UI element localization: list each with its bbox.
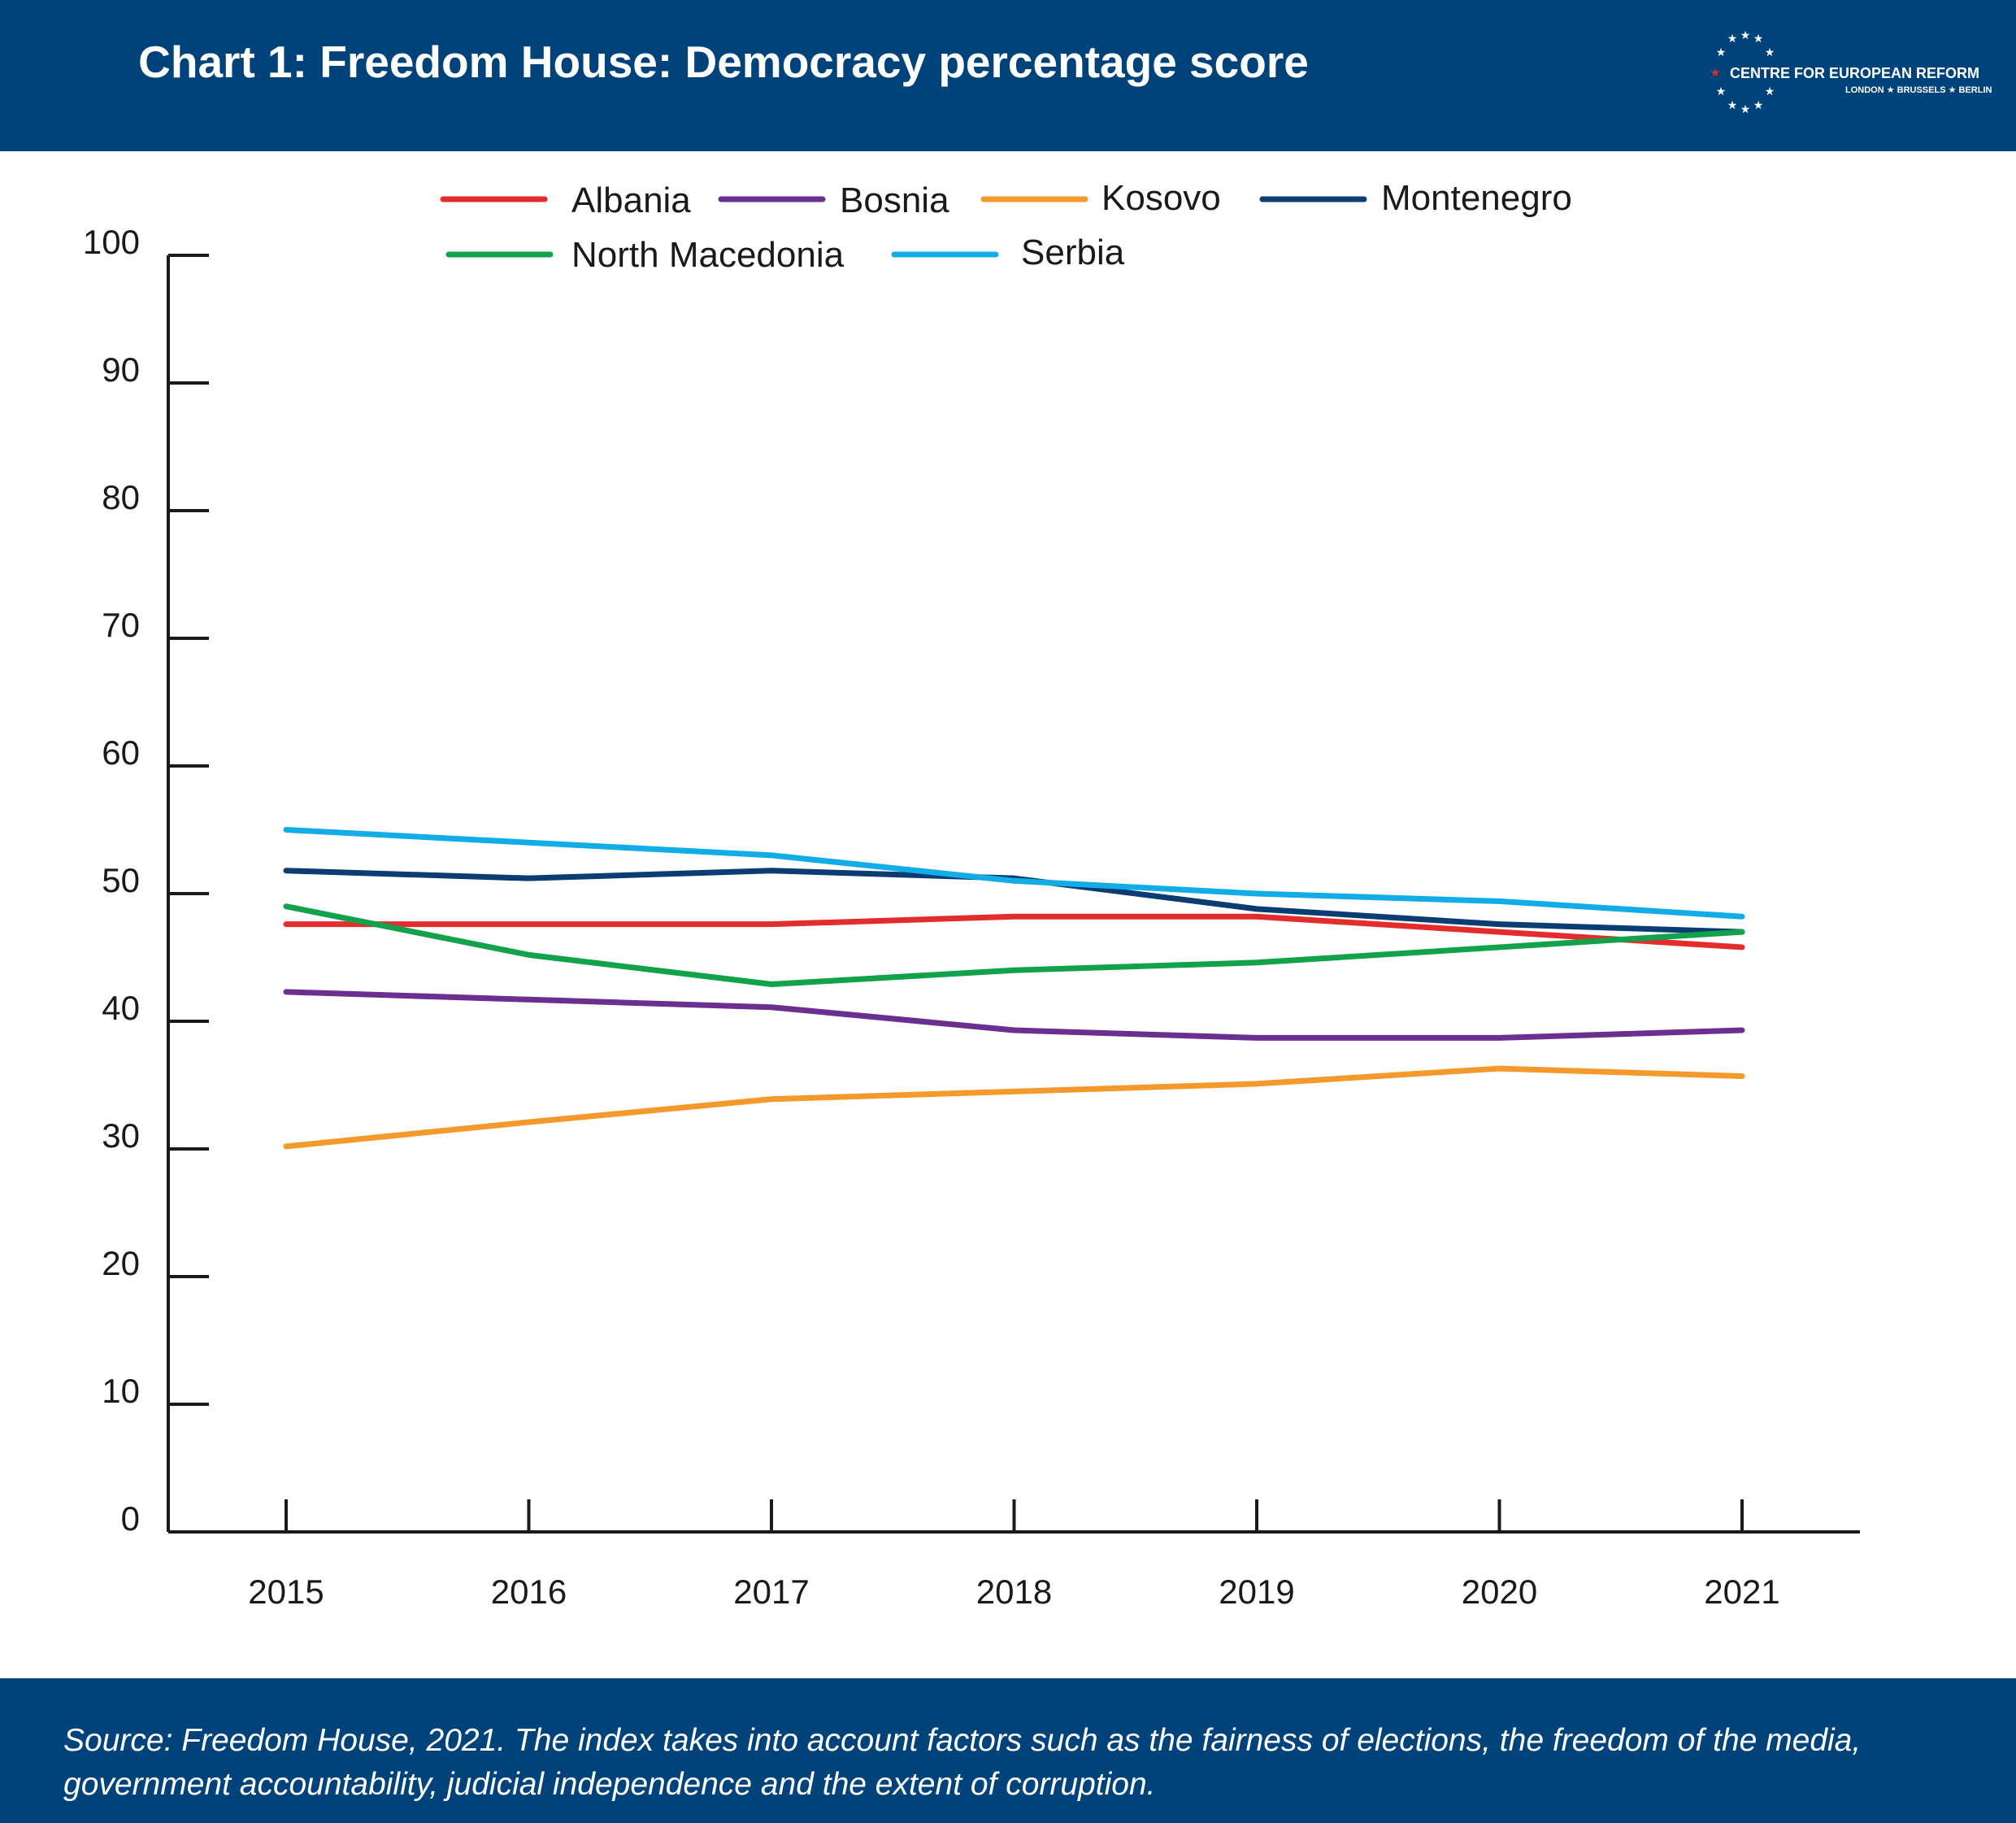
cer-logo: ★ ★ ★ ★ ★ ★ ★ ★ ★ ★ ★ CENTRE FOR EUROPEA… (1707, 29, 1992, 120)
x-tick-label: 2020 (1462, 1573, 1537, 1611)
svg-text:★: ★ (1716, 46, 1727, 59)
y-tick-label: 20 (102, 1244, 140, 1282)
series-line-albania (283, 913, 1745, 951)
series-line-bosnia (283, 989, 1745, 1041)
y-tick-label: 40 (102, 989, 140, 1027)
x-tick-label: 2021 (1704, 1573, 1779, 1611)
legend-label-north-macedonia: North Macedonia (571, 235, 845, 275)
series-line-kosovo (283, 1065, 1745, 1150)
chart-header: Chart 1: Freedom House: Democracy percen… (0, 0, 2016, 151)
svg-text:★: ★ (1753, 99, 1764, 112)
legend-label-bosnia: Bosnia (840, 181, 949, 220)
legend-label-kosovo: Kosovo (1101, 178, 1221, 218)
svg-text:★: ★ (1753, 33, 1764, 46)
series-line-serbia (283, 827, 1745, 920)
svg-text:★: ★ (1740, 31, 1751, 42)
x-tick-label: 2017 (733, 1573, 809, 1611)
y-tick-label: 80 (102, 478, 140, 516)
chart-footer: Source: Freedom House, 2021. The index t… (0, 1678, 2016, 1823)
svg-text:★: ★ (1740, 103, 1751, 116)
y-tick-label: 30 (102, 1116, 140, 1155)
svg-text:★: ★ (1727, 99, 1738, 112)
eu-stars-icon: ★ ★ ★ ★ ★ ★ ★ ★ ★ ★ ★ (1710, 29, 1775, 116)
x-tick-label: 2018 (976, 1573, 1052, 1611)
y-tick-label: 90 (102, 350, 140, 389)
x-tick-label: 2019 (1219, 1573, 1294, 1611)
svg-text:★: ★ (1765, 85, 1775, 98)
svg-text:★: ★ (1727, 33, 1738, 46)
source-note: Source: Freedom House, 2021. The index t… (63, 1723, 1862, 1802)
line-chart: 0 10 20 30 40 50 60 70 80 90 100 2015 2016 2017 2018 20… (83, 178, 1860, 1611)
legend-label-serbia: Serbia (1021, 233, 1125, 272)
y-tick-label: 100 (83, 223, 140, 261)
x-tick-label: 2016 (491, 1573, 567, 1611)
svg-text:★: ★ (1765, 46, 1775, 59)
y-tick-label: 10 (102, 1372, 140, 1410)
y-tick-label: 0 (121, 1499, 140, 1538)
chart-title: Chart 1: Freedom House: Democracy percen… (138, 37, 1309, 87)
legend-label-montenegro: Montenegro (1381, 178, 1572, 218)
x-tick-label: 2015 (248, 1573, 324, 1611)
y-tick-label: 70 (102, 606, 140, 644)
logo-name: CENTRE FOR EUROPEAN REFORM (1730, 65, 1980, 81)
series-line-north-macedonia (283, 903, 1745, 987)
y-tick-label: 60 (102, 733, 140, 772)
legend-label-albania: Albania (571, 181, 691, 220)
svg-text:★: ★ (1716, 85, 1727, 98)
y-tick-label: 50 (102, 861, 140, 899)
svg-text:★: ★ (1710, 67, 1721, 80)
logo-cities: LONDON ★ BRUSSELS ★ BERLIN (1845, 85, 1992, 95)
